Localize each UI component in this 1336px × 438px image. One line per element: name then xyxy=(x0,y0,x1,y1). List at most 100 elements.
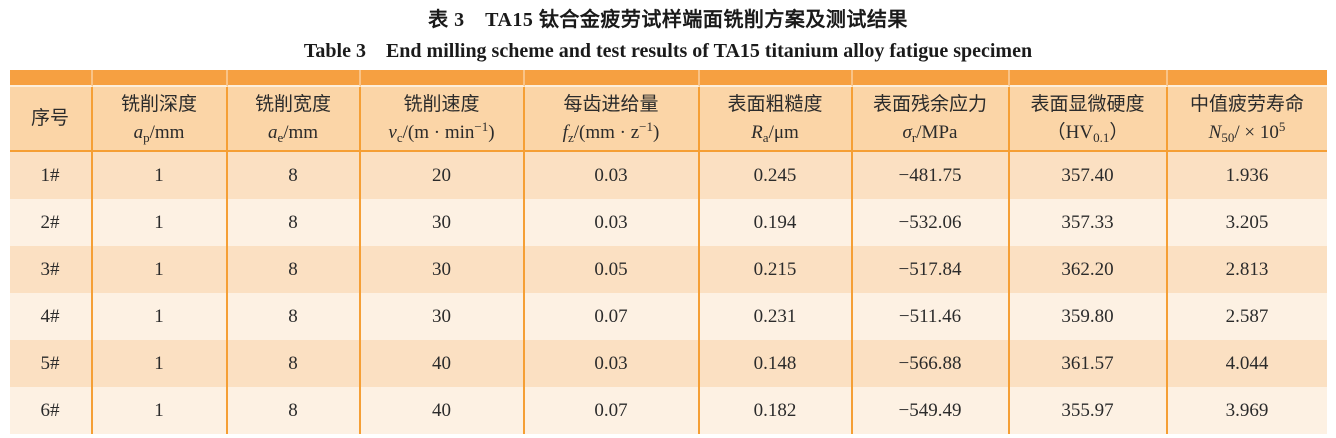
subscript: 0.1 xyxy=(1093,130,1110,145)
table-caption: 表 3 TA15 钛合金疲劳试样端面铣削方案及测试结果 Table 3 End … xyxy=(0,0,1336,64)
symbol: σ xyxy=(902,122,912,143)
unit: /(m · min xyxy=(402,122,475,143)
table-cell: 1# xyxy=(9,152,93,199)
col-header-median-fatigue-life: 中值疲劳寿命 N50/ × 105 xyxy=(1167,87,1327,152)
table-title-en: Table 3 End milling scheme and test resu… xyxy=(303,40,1033,62)
table-cell: 30 xyxy=(360,199,525,246)
table-cell: −481.75 xyxy=(852,152,1010,199)
table-cell: 4# xyxy=(9,293,93,340)
table-cell: 2# xyxy=(9,199,93,246)
table-row: 5# 1 8 40 0.03 0.148 −566.88 361.57 4.04… xyxy=(9,340,1327,387)
table-title-zh: 表 3 TA15 钛合金疲劳试样端面铣削方案及测试结果 xyxy=(428,9,908,31)
table-cell: 0.182 xyxy=(699,387,853,434)
table-cell: 0.245 xyxy=(699,152,853,199)
subscript: c xyxy=(396,130,403,145)
subscript: z xyxy=(567,130,574,145)
table-cell: −549.49 xyxy=(852,387,1010,434)
table-cell: 1.936 xyxy=(1167,152,1327,199)
results-table: 序号 铣削深度 ap/mm 铣削宽度 ae/mm 铣削速度 vc/(m · mi… xyxy=(9,70,1327,434)
band-segment xyxy=(92,70,228,87)
unit: /(mm · z xyxy=(573,122,640,143)
unit-close: ) xyxy=(488,122,495,143)
table-cell: 2.813 xyxy=(1167,246,1327,293)
unit: /μm xyxy=(768,122,799,143)
header-formula: vc/(m · min−1) xyxy=(363,119,521,146)
table-cell: 1 xyxy=(92,199,228,246)
superscript: −1 xyxy=(474,119,489,134)
table-cell: 6# xyxy=(9,387,93,434)
header-title: 表面显微硬度 xyxy=(1030,94,1145,115)
table-cell: 1 xyxy=(92,387,228,434)
table-cell: 0.194 xyxy=(699,199,853,246)
header-formula: N50/ × 105 xyxy=(1170,119,1325,146)
header-title: 表面粗糙度 xyxy=(727,94,823,115)
table-cell: 1 xyxy=(92,152,228,199)
header-title: 每齿进给量 xyxy=(563,94,659,115)
symbol: N xyxy=(1208,122,1222,143)
table-cell: 0.05 xyxy=(524,246,700,293)
header-title: 铣削速度 xyxy=(403,94,480,115)
band-segment xyxy=(360,70,525,87)
col-header-milling-width: 铣削宽度 ae/mm xyxy=(227,87,361,152)
table-cell: −566.88 xyxy=(852,340,1010,387)
table-cell: 3# xyxy=(9,246,93,293)
header-formula: Ra/μm xyxy=(702,119,849,146)
symbol: f xyxy=(562,122,568,143)
table-cell: 0.03 xyxy=(524,340,700,387)
subscript: r xyxy=(911,130,917,145)
table-cell: 0.03 xyxy=(524,152,700,199)
header-title: 表面残余应力 xyxy=(872,94,987,115)
table-cell: −532.06 xyxy=(852,199,1010,246)
header-formula: （HV0.1） xyxy=(1012,119,1164,146)
table-cell: 8 xyxy=(227,387,361,434)
table-cell: 8 xyxy=(227,199,361,246)
band-segment xyxy=(524,70,700,87)
table-cell: 362.20 xyxy=(1009,246,1168,293)
symbol: R xyxy=(751,122,763,143)
table-cell: 3.205 xyxy=(1167,199,1327,246)
table-cell: 40 xyxy=(360,340,525,387)
table-cell: 0.148 xyxy=(699,340,853,387)
subscript: e xyxy=(277,130,284,145)
header-formula: σr/MPa xyxy=(855,119,1006,146)
table-row: 4# 1 8 30 0.07 0.231 −511.46 359.80 2.58… xyxy=(9,293,1327,340)
col-header-milling-speed: 铣削速度 vc/(m · min−1) xyxy=(360,87,525,152)
table-cell: 0.07 xyxy=(524,387,700,434)
col-header-feed-per-tooth: 每齿进给量 fz/(mm · z−1) xyxy=(524,87,700,152)
col-header-serial: 序号 xyxy=(9,87,93,152)
header-formula: ae/mm xyxy=(230,119,357,146)
table-cell: 1 xyxy=(92,340,228,387)
band-segment xyxy=(9,70,93,87)
table-cell: 3.969 xyxy=(1167,387,1327,434)
symbol: a xyxy=(267,122,278,143)
col-header-microhardness: 表面显微硬度 （HV0.1） xyxy=(1009,87,1168,152)
superscript: −1 xyxy=(639,119,653,134)
unit-close: ) xyxy=(653,122,660,143)
band-segment xyxy=(852,70,1010,87)
band-segment xyxy=(227,70,361,87)
table-cell: 4.044 xyxy=(1167,340,1327,387)
unit: /MPa xyxy=(916,122,958,143)
col-header-surface-roughness: 表面粗糙度 Ra/μm xyxy=(699,87,853,152)
table-cell: 361.57 xyxy=(1009,340,1168,387)
table-header-row: 序号 铣削深度 ap/mm 铣削宽度 ae/mm 铣削速度 vc/(m · mi… xyxy=(9,87,1327,152)
band-segment xyxy=(699,70,853,87)
unit-close: ） xyxy=(1109,122,1129,143)
symbol: v xyxy=(388,122,397,143)
symbol: a xyxy=(133,122,144,143)
header-formula: ap/mm xyxy=(95,119,224,146)
table-cell: 1 xyxy=(92,246,228,293)
col-header-milling-depth: 铣削深度 ap/mm xyxy=(92,87,228,152)
unit: / × 10 xyxy=(1234,122,1279,143)
table-cell: 355.97 xyxy=(1009,387,1168,434)
table-top-band xyxy=(9,70,1327,87)
col-header-residual-stress: 表面残余应力 σr/MPa xyxy=(852,87,1010,152)
table-cell: 0.215 xyxy=(699,246,853,293)
subscript: p xyxy=(143,130,150,145)
header-title: 序号 xyxy=(30,107,69,129)
header-title: 铣削深度 xyxy=(120,94,197,115)
table-cell: 5# xyxy=(9,340,93,387)
table-cell: 8 xyxy=(227,293,361,340)
table-cell: 359.80 xyxy=(1009,293,1168,340)
table-cell: 2.587 xyxy=(1167,293,1327,340)
